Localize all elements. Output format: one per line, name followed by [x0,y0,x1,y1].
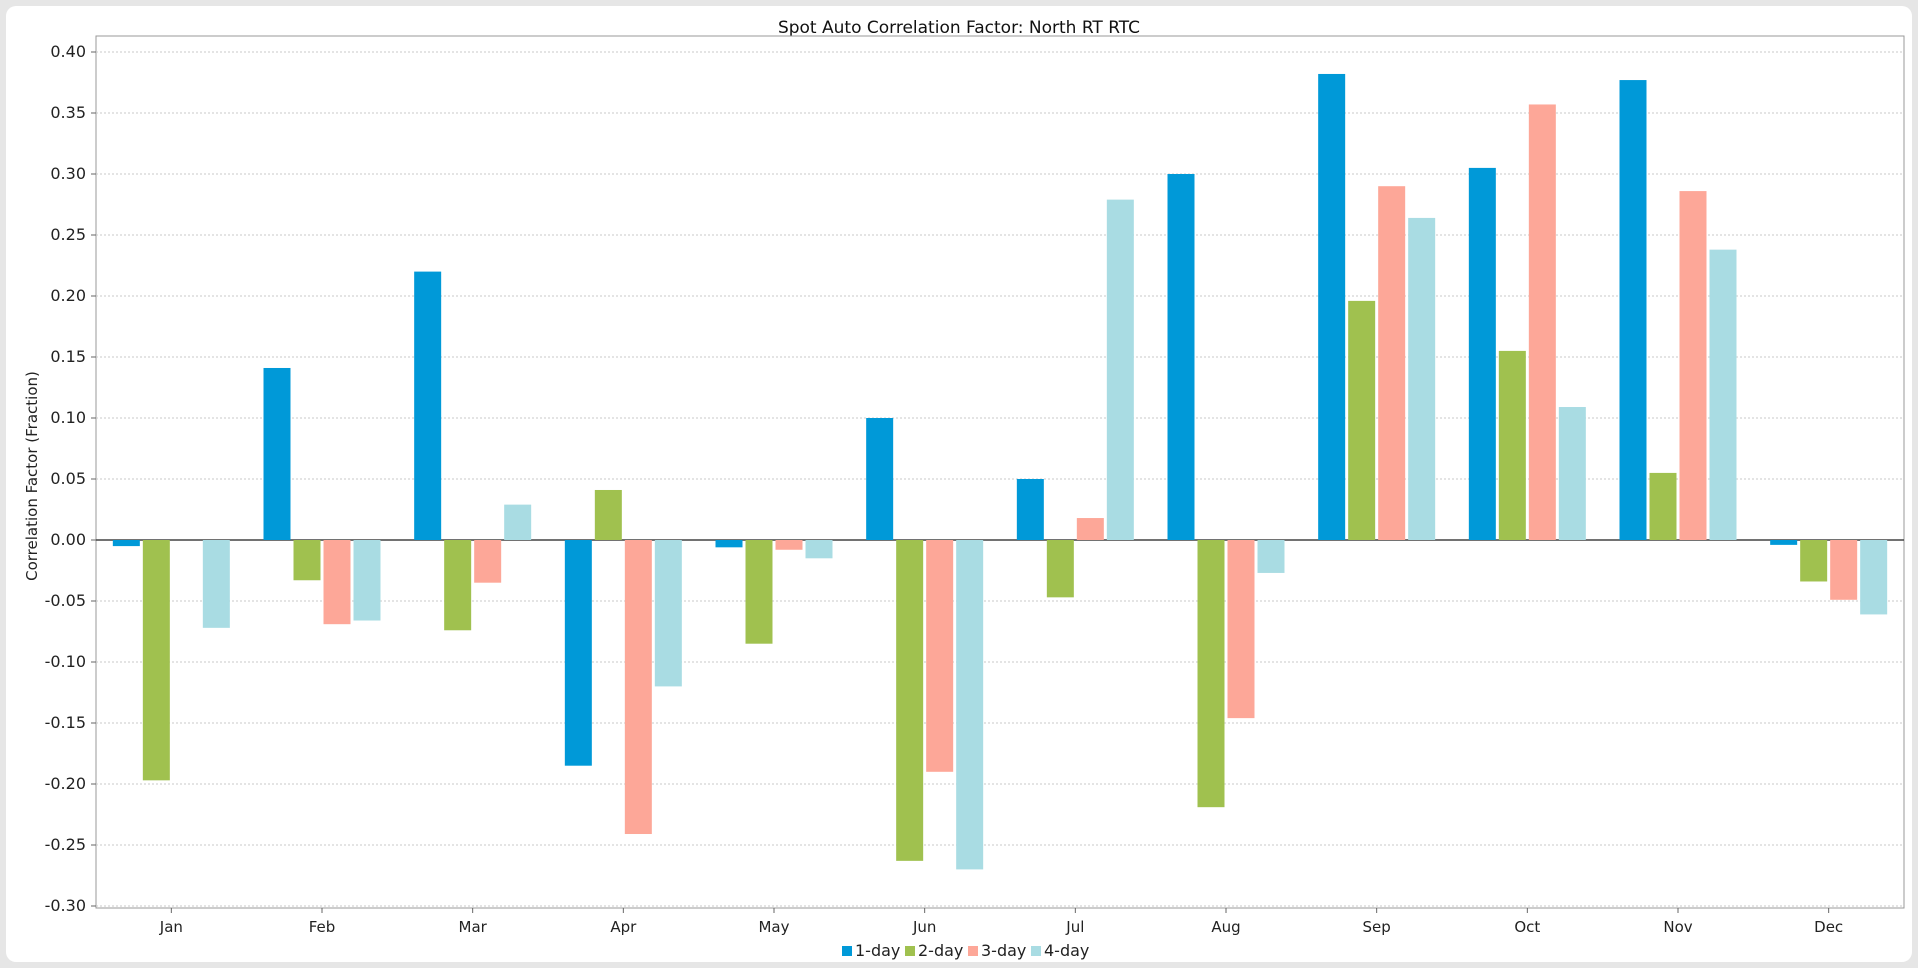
legend-swatch-3-day [968,946,978,956]
y-tick-label: -0.20 [45,774,86,793]
x-category-label: Aug [1211,918,1240,936]
bar-1-day-Mar [414,271,442,540]
bar-3-day-Jul [1076,518,1104,540]
bar-3-day-Sep [1378,186,1406,540]
bar-1-day-Jan [112,540,140,547]
bar-4-day-Mar [504,504,532,540]
x-category-label: Mar [459,918,488,936]
bar-2-day-Jan [142,540,170,781]
legend-swatch-1-day [842,946,852,956]
bar-3-day-Mar [474,540,502,583]
bar-2-day-Sep [1348,300,1376,540]
y-tick-label: 0.00 [50,530,86,549]
x-category-label: Jan [159,918,183,936]
bar-4-day-Feb [353,540,381,621]
legend-swatch-2-day [905,946,915,956]
y-tick-label: -0.30 [45,896,86,915]
legend-label-4-day: 4-day [1044,941,1089,960]
bar-1-day-Jul [1016,479,1044,540]
bar-1-day-Jun [866,418,894,540]
y-tick-label: 0.30 [50,164,86,183]
grid-lines [95,35,1905,909]
legend-swatch-4-day [1031,946,1041,956]
bar-4-day-Nov [1709,249,1737,540]
bar-1-day-Sep [1318,73,1346,541]
bar-4-day-Oct [1558,407,1586,540]
y-tick-label: 0.40 [50,42,86,61]
bar-1-day-May [715,540,743,548]
chart: Spot Auto Correlation Factor: North RT R… [23,18,1905,960]
bar-4-day-Dec [1860,540,1888,615]
legend-label-2-day: 2-day [918,941,963,960]
bar-1-day-Dec [1770,540,1798,545]
bar-3-day-Oct [1528,104,1556,541]
plot-area [95,35,1905,909]
bar-2-day-Mar [444,540,472,631]
bar-4-day-Jun [956,540,984,870]
bar-3-day-Jun [926,540,954,772]
bar-1-day-Aug [1167,174,1195,540]
bar-4-day-Apr [654,540,682,687]
x-category-label: Sep [1363,918,1391,936]
x-axis-categories: Jan Feb Mar Apr May Jun Jul Aug Sep Oct Nov Dec [159,908,1843,936]
chart-panel: Spot Auto Correlation Factor: North RT R… [6,6,1912,962]
bar-1-day-Apr [564,540,592,766]
bar-3-day-Apr [624,540,652,835]
bar-2-day-Jul [1046,540,1074,598]
bar-4-day-Aug [1257,540,1285,573]
bar-2-day-Feb [293,540,321,581]
legend: 1-day 2-day 3-day 4-day [842,941,1089,960]
chart-title: Spot Auto Correlation Factor: North RT R… [778,18,1140,38]
bar-3-day-Nov [1679,191,1707,540]
y-axis-ticks: 0.40 0.35 0.30 0.25 0.20 0.15 0.10 0.05 0.00 -0.0… [45,42,96,915]
legend-label-3-day: 3-day [981,941,1026,960]
y-tick-label: 0.15 [50,347,86,366]
bar-2-day-Jun [896,540,924,861]
x-category-label: Dec [1814,918,1843,936]
bars [112,73,1888,870]
x-category-label: Apr [610,918,637,936]
legend-label-1-day: 1-day [855,941,900,960]
bar-1-day-Nov [1619,80,1647,540]
y-axis-label: Correlation Factor (Fraction) [23,371,41,581]
y-tick-label: 0.20 [50,286,86,305]
y-tick-label: 0.05 [50,469,86,488]
bar-2-day-Aug [1197,540,1225,808]
y-tick-label: -0.05 [45,591,86,610]
y-tick-label: 0.10 [50,408,86,427]
y-tick-label: 0.35 [50,103,86,122]
bar-1-day-Oct [1468,167,1496,540]
y-tick-label: -0.10 [45,652,86,671]
bar-2-day-Apr [594,489,622,540]
bar-4-day-Jan [202,540,230,628]
bar-3-day-Aug [1227,540,1255,719]
bar-2-day-Nov [1649,472,1677,540]
bar-2-day-Dec [1800,540,1828,582]
x-category-label: Oct [1514,918,1540,936]
x-category-label: Jun [912,918,936,936]
bar-2-day-Oct [1498,350,1526,540]
x-category-label: Nov [1663,918,1692,936]
bar-4-day-May [805,540,833,559]
x-category-label: May [758,918,789,936]
y-tick-label: 0.25 [50,225,86,244]
bar-3-day-May [775,540,803,550]
bar-3-day-Dec [1830,540,1858,600]
x-category-label: Jul [1065,918,1084,936]
bar-1-day-Feb [263,367,291,540]
y-tick-label: -0.25 [45,835,86,854]
y-tick-label: -0.15 [45,713,86,732]
bar-4-day-Sep [1408,217,1436,541]
bar-4-day-Jul [1106,199,1134,540]
bar-3-day-Feb [323,540,351,625]
x-category-label: Feb [309,918,336,936]
bar-2-day-May [745,540,773,644]
